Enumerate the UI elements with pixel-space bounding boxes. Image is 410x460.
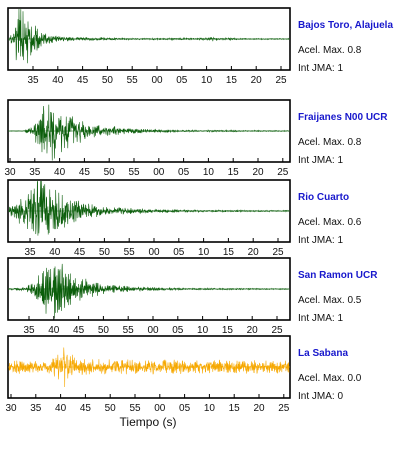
tick-label: 35 [23,325,35,336]
panel-3: 35 40 45 50 55 00 05 10 15 20 25 San Ramon UCR Acel.… [7,257,378,336]
tick-label: 40 [52,75,64,86]
tick-label: 55 [129,403,141,414]
waveform-trace [8,263,290,319]
x-axis-ticks: 30 35 40 45 50 55 00 05 10 15 20 25 [4,158,289,178]
accel-max-text: Acel. Max. 0.8 [298,45,362,56]
tick-label: 25 [277,167,289,178]
tick-label: 15 [223,247,235,258]
x-axis-ticks: 30 35 40 45 50 55 00 05 10 15 20 25 [5,394,290,414]
tick-label: 45 [73,325,85,336]
tick-label: 10 [204,403,216,414]
tick-label: 15 [222,325,234,336]
tick-label: 45 [80,403,92,414]
tick-label: 20 [253,403,265,414]
tick-label: 50 [105,403,117,414]
x-axis-ticks: 35 40 45 50 55 00 05 10 15 20 25 [27,66,287,86]
tick-label: 00 [153,167,165,178]
tick-label: 35 [30,403,42,414]
tick-label: 25 [278,403,290,414]
tick-label: 35 [27,75,39,86]
tick-label: 15 [228,167,240,178]
accel-max-text: Acel. Max. 0.6 [298,217,362,228]
seismogram-panels: 35 40 45 50 55 00 05 10 15 20 25 Bajos Toro, Alajue… [4,7,393,414]
tick-label: 05 [176,75,188,86]
accel-max-text: Acel. Max. 0.8 [298,137,362,148]
tick-label: 25 [271,325,283,336]
station-name: Bajos Toro, Alajuela [298,20,393,31]
tick-label: 30 [4,167,16,178]
panel-4: 30 35 40 45 50 55 00 05 10 15 20 25 La Sabana Acel. M… [5,335,362,414]
tick-label: 25 [272,247,284,258]
tick-label: 50 [104,167,116,178]
tick-label: 55 [124,247,136,258]
int-jma-text: Int JMA: 0 [298,391,343,402]
tick-label: 25 [275,75,287,86]
tick-label: 00 [154,403,166,414]
int-jma-text: Int JMA: 1 [298,313,343,324]
tick-label: 55 [127,75,139,86]
tick-label: 20 [247,325,259,336]
tick-label: 00 [148,247,160,258]
waveform-trace [8,104,290,161]
int-jma-text: Int JMA: 1 [298,155,343,166]
accel-max-text: Acel. Max. 0.5 [298,295,362,306]
tick-label: 05 [172,325,184,336]
int-jma-text: Int JMA: 1 [298,235,343,246]
tick-label: 20 [252,167,264,178]
tick-label: 50 [98,325,110,336]
tick-label: 40 [54,167,66,178]
tick-label: 10 [203,167,215,178]
panel-1: 30 35 40 45 50 55 00 05 10 15 20 25 Fraijanes N00 UC… [4,99,388,178]
tick-label: 55 [123,325,135,336]
panel-2: 35 40 45 50 55 00 05 10 15 20 25 Rio Cuarto Acel. Ma… [7,179,362,258]
accel-max-text: Acel. Max. 0.0 [298,373,362,384]
station-name: La Sabana [298,348,348,359]
tick-label: 55 [128,167,140,178]
tick-label: 10 [198,247,210,258]
tick-label: 35 [29,167,41,178]
tick-label: 05 [173,247,185,258]
station-name: San Ramon UCR [298,270,378,281]
x-axis-ticks: 35 40 45 50 55 00 05 10 15 20 25 [23,316,283,336]
tick-label: 35 [24,247,36,258]
waveform-trace [8,8,290,64]
tick-label: 05 [178,167,190,178]
x-axis-label: Tiempo (s) [120,415,177,429]
tick-label: 30 [5,403,17,414]
tick-label: 45 [79,167,91,178]
tick-label: 40 [48,325,60,336]
station-name: Fraijanes N00 UCR [298,112,388,123]
waveform-trace [8,347,290,387]
tick-label: 45 [74,247,86,258]
x-axis-ticks: 35 40 45 50 55 00 05 10 15 20 25 [24,238,284,258]
tick-label: 20 [248,247,260,258]
tick-label: 50 [99,247,111,258]
tick-label: 05 [179,403,191,414]
tick-label: 20 [251,75,263,86]
tick-label: 10 [201,75,213,86]
panel-0: 35 40 45 50 55 00 05 10 15 20 25 Bajos Toro, Alajue… [7,7,393,86]
tick-label: 50 [102,75,114,86]
waveform-trace [8,180,290,236]
tick-label: 45 [77,75,89,86]
tick-label: 40 [49,247,61,258]
tick-label: 40 [55,403,67,414]
int-jma-text: Int JMA: 1 [298,63,343,74]
tick-label: 00 [147,325,159,336]
station-name: Rio Cuarto [298,192,349,203]
tick-label: 00 [151,75,163,86]
tick-label: 15 [229,403,241,414]
tick-label: 10 [197,325,209,336]
tick-label: 15 [226,75,238,86]
